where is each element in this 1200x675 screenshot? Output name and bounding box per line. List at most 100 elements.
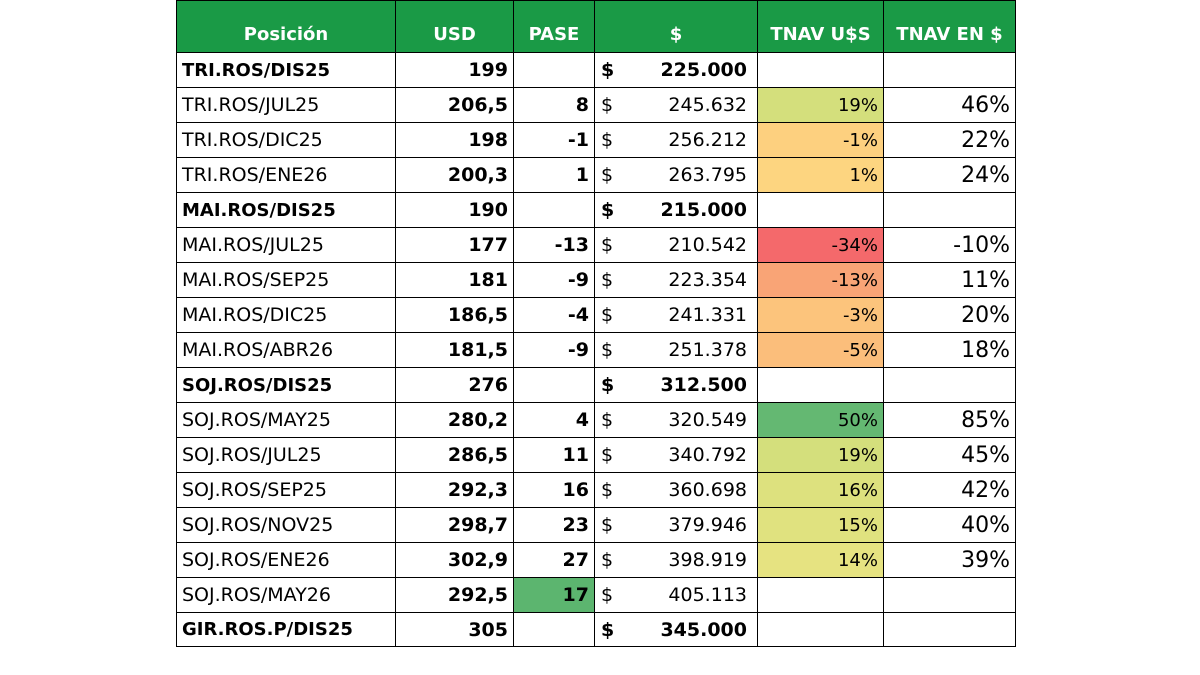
cell-tnav-usd: -13%: [757, 262, 884, 298]
cell-tnav-ars: [883, 192, 1016, 228]
table-row: MAI.ROS/JUL25 177 -13 $210.542 -34% -10%: [176, 227, 1016, 263]
cell-currency-symbol: $: [594, 227, 629, 263]
cell-currency-symbol: $: [594, 402, 629, 438]
table-row: SOJ.ROS/DIS25 276 $312.500: [176, 367, 1016, 403]
cell-pase: 16: [513, 472, 595, 508]
cell-pase: 27: [513, 542, 595, 578]
cell-usd: 199: [395, 52, 514, 88]
cell-pase: -13: [513, 227, 595, 263]
header-row: Posición USD PASE $ TNAV U$S TNAV EN $: [176, 0, 1016, 53]
cell-currency-symbol: $: [594, 157, 629, 193]
cell-usd: 181: [395, 262, 514, 298]
cell-ars-value: 263.795: [628, 157, 758, 193]
cell-tnav-usd: -3%: [757, 297, 884, 333]
cell-ars-value: 379.946: [628, 507, 758, 543]
cell-ars-value: 210.542: [628, 227, 758, 263]
cell-currency-symbol: $: [594, 262, 629, 298]
cell-usd: 292,5: [395, 577, 514, 613]
cell-ars-value: 225.000: [628, 52, 758, 88]
table-row: TRI.ROS/DIS25 199 $225.000: [176, 52, 1016, 88]
cell-tnav-ars: 40%: [883, 507, 1016, 543]
cell-currency-symbol: $: [594, 122, 629, 158]
cell-posicion: TRI.ROS/DIS25: [176, 52, 396, 88]
table-row: TRI.ROS/DIC25 198 -1 $256.212 -1% 22%: [176, 122, 1016, 158]
cell-usd: 276: [395, 367, 514, 403]
cell-tnav-ars: 22%: [883, 122, 1016, 158]
cell-currency-symbol: $: [594, 52, 629, 88]
cell-posicion: SOJ.ROS/MAY26: [176, 577, 396, 613]
table-row: TRI.ROS/JUL25 206,5 8 $245.632 19% 46%: [176, 87, 1016, 123]
cell-tnav-usd: 19%: [757, 87, 884, 123]
cell-tnav-ars: 46%: [883, 87, 1016, 123]
cell-pase: 11: [513, 437, 595, 473]
cell-tnav-usd: [757, 52, 884, 88]
table-row: MAI.ROS/DIS25 190 $215.000: [176, 192, 1016, 228]
cell-pase: -4: [513, 297, 595, 333]
cell-usd: 181,5: [395, 332, 514, 368]
cell-tnav-usd: [757, 367, 884, 403]
cell-tnav-usd: 15%: [757, 507, 884, 543]
cell-pase: [513, 52, 595, 88]
cell-ars-value: 241.331: [628, 297, 758, 333]
header-tnav-ars: TNAV EN $: [883, 0, 1016, 53]
cell-pase: [513, 612, 595, 647]
cell-currency-symbol: $: [594, 297, 629, 333]
cell-ars-value: 312.500: [628, 367, 758, 403]
cell-tnav-usd: -1%: [757, 122, 884, 158]
cell-currency-symbol: $: [594, 367, 629, 403]
cell-pase: 4: [513, 402, 595, 438]
cell-tnav-ars: 45%: [883, 437, 1016, 473]
cell-posicion: TRI.ROS/ENE26: [176, 157, 396, 193]
header-tnav-usd: TNAV U$S: [757, 0, 884, 53]
cell-ars-value: 215.000: [628, 192, 758, 228]
cell-posicion: GIR.ROS.P/DIS25: [176, 612, 396, 647]
cell-tnav-ars: 42%: [883, 472, 1016, 508]
cell-posicion: SOJ.ROS/SEP25: [176, 472, 396, 508]
cell-tnav-ars: 85%: [883, 402, 1016, 438]
table-row: SOJ.ROS/ENE26 302,9 27 $398.919 14% 39%: [176, 542, 1016, 578]
cell-currency-symbol: $: [594, 87, 629, 123]
cell-ars-value: 223.354: [628, 262, 758, 298]
cell-usd: 186,5: [395, 297, 514, 333]
table-row: MAI.ROS/DIC25 186,5 -4 $241.331 -3% 20%: [176, 297, 1016, 333]
table-row: TRI.ROS/ENE26 200,3 1 $263.795 1% 24%: [176, 157, 1016, 193]
cell-posicion: MAI.ROS/JUL25: [176, 227, 396, 263]
cell-tnav-ars: [883, 612, 1016, 647]
header-ars: $: [594, 0, 758, 53]
table-row: SOJ.ROS/NOV25 298,7 23 $379.946 15% 40%: [176, 507, 1016, 543]
cell-usd: 190: [395, 192, 514, 228]
cell-usd: 280,2: [395, 402, 514, 438]
cell-tnav-usd: 1%: [757, 157, 884, 193]
positions-table: Posición USD PASE $ TNAV U$S TNAV EN $ T…: [176, 0, 1016, 647]
table-row: GIR.ROS.P/DIS25 305 $345.000: [176, 612, 1016, 647]
cell-usd: 292,3: [395, 472, 514, 508]
cell-usd: 200,3: [395, 157, 514, 193]
table-body: TRI.ROS/DIS25 199 $225.000 TRI.ROS/JUL25 206…: [176, 52, 1016, 647]
cell-ars-value: 360.698: [628, 472, 758, 508]
cell-currency-symbol: $: [594, 612, 629, 647]
cell-tnav-ars: [883, 367, 1016, 403]
cell-tnav-ars: [883, 577, 1016, 613]
cell-currency-symbol: $: [594, 577, 629, 613]
cell-posicion: SOJ.ROS/NOV25: [176, 507, 396, 543]
cell-posicion: MAI.ROS/ABR26: [176, 332, 396, 368]
cell-tnav-ars: 18%: [883, 332, 1016, 368]
cell-usd: 198: [395, 122, 514, 158]
cell-posicion: SOJ.ROS/DIS25: [176, 367, 396, 403]
cell-tnav-usd: -5%: [757, 332, 884, 368]
cell-ars-value: 320.549: [628, 402, 758, 438]
cell-pase: 1: [513, 157, 595, 193]
cell-tnav-ars: -10%: [883, 227, 1016, 263]
cell-tnav-usd: [757, 192, 884, 228]
cell-tnav-ars: 20%: [883, 297, 1016, 333]
cell-currency-symbol: $: [594, 437, 629, 473]
cell-pase: -1: [513, 122, 595, 158]
cell-ars-value: 251.378: [628, 332, 758, 368]
table-row: SOJ.ROS/MAY25 280,2 4 $320.549 50% 85%: [176, 402, 1016, 438]
cell-currency-symbol: $: [594, 507, 629, 543]
cell-ars-value: 405.113: [628, 577, 758, 613]
cell-usd: 298,7: [395, 507, 514, 543]
cell-tnav-usd: [757, 612, 884, 647]
cell-posicion: SOJ.ROS/JUL25: [176, 437, 396, 473]
cell-tnav-usd: 19%: [757, 437, 884, 473]
